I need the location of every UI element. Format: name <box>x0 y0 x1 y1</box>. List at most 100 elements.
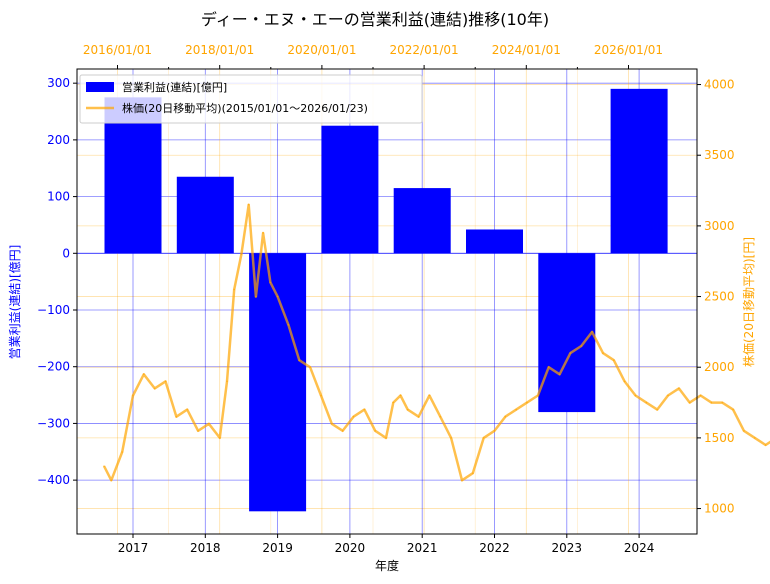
x-tick-label: 2022 <box>479 541 510 555</box>
chart-title: ディー・エヌ・エーの営業利益(連結)推移(10年) <box>201 10 549 29</box>
x-tick-label: 2018 <box>190 541 221 555</box>
left-tick-label: −400 <box>37 473 70 487</box>
left-y-axis: −400 −300 −200 −100 0 100 200 300 <box>37 76 77 487</box>
price-point <box>374 430 377 432</box>
price-point <box>352 415 355 418</box>
price-point <box>428 394 431 397</box>
bar-series <box>77 88 697 512</box>
price-point <box>208 422 210 425</box>
price-point <box>110 479 113 482</box>
price-point <box>247 203 250 206</box>
left-axis-label: 営業利益(連結)[億円] <box>8 245 22 360</box>
price-point <box>255 295 257 298</box>
price-point <box>417 415 420 418</box>
price-point <box>233 288 236 291</box>
bar-2018 <box>176 176 234 254</box>
right-axis-label: 株価(20日移動平均)[円] <box>741 237 756 367</box>
price-point <box>515 408 517 411</box>
legend-bar-swatch <box>86 82 114 92</box>
legend-bar-label: 営業利益(連結)[億円] <box>122 80 227 94</box>
price-point <box>439 415 442 418</box>
x-tick-label: 2024 <box>624 541 655 555</box>
price-point <box>175 415 178 418</box>
price-point <box>472 472 474 475</box>
price-point <box>753 437 756 439</box>
left-tick-label: 300 <box>47 76 70 90</box>
left-tick-label: −300 <box>37 416 70 430</box>
price-point <box>276 295 279 298</box>
price-point <box>688 401 691 404</box>
price-point <box>406 408 409 411</box>
price-point <box>678 387 680 390</box>
top-tick-label: 2016/01/01 <box>83 43 152 57</box>
price-point <box>482 437 485 439</box>
right-tick-label: 3000 <box>704 219 735 233</box>
legend-line-label: 株価(20日移動平均)(2015/01/01～2026/01/23) <box>122 101 368 115</box>
price-point <box>218 437 221 439</box>
price-point <box>392 401 395 404</box>
price-point <box>493 430 496 432</box>
right-tick-label: 1000 <box>704 502 735 516</box>
left-tick-label: −100 <box>37 303 70 317</box>
price-point <box>634 394 637 397</box>
bar-2024 <box>610 88 668 254</box>
price-point <box>461 479 463 482</box>
price-point <box>240 253 243 255</box>
price-point <box>547 366 550 369</box>
price-point <box>197 430 199 432</box>
left-tick-label: 200 <box>47 133 70 147</box>
price-point <box>612 359 615 361</box>
price-point <box>450 437 452 439</box>
price-point <box>143 373 145 376</box>
x-tick-label: 2019 <box>262 541 293 555</box>
price-point <box>331 422 333 425</box>
right-tick-label: 2000 <box>704 360 735 374</box>
top-tick-label: 2018/01/01 <box>185 43 254 57</box>
price-point <box>623 380 626 383</box>
price-point <box>569 352 572 354</box>
price-point <box>164 380 167 383</box>
price-point <box>121 451 123 453</box>
price-point <box>699 394 702 397</box>
right-tick-label: 2500 <box>704 290 735 304</box>
price-point <box>385 437 387 439</box>
plot-frame <box>76 68 698 535</box>
x-axis: 2017 2018 2019 2020 2021 2022 2023 2024 <box>118 534 655 555</box>
price-point <box>504 415 507 418</box>
price-point <box>558 373 561 376</box>
price-point <box>721 401 724 404</box>
top-tick-label: 2020/01/01 <box>287 43 356 57</box>
legend-box <box>79 74 423 124</box>
x-tick-label: 2020 <box>335 541 366 555</box>
x-axis-label: 年度 <box>375 558 399 573</box>
right-y-axis: 1000 1500 2000 2500 3000 3500 4000 <box>697 78 735 516</box>
price-point <box>320 394 322 397</box>
price-point <box>656 408 658 411</box>
price-point <box>132 394 134 397</box>
bar-2022 <box>466 229 523 254</box>
left-tick-label: 100 <box>47 190 70 204</box>
price-point <box>287 324 290 326</box>
price-point <box>298 359 301 361</box>
x-tick-label: 2017 <box>118 541 149 555</box>
price-point <box>591 331 593 333</box>
price-point <box>667 394 669 397</box>
price-point <box>309 366 311 369</box>
price-point <box>602 352 604 354</box>
price-point <box>399 394 402 397</box>
price-point <box>743 430 745 432</box>
left-tick-label: 0 <box>62 246 70 260</box>
price-point <box>153 387 156 390</box>
price-point <box>103 465 105 467</box>
bar-2021 <box>393 188 451 254</box>
price-point <box>732 408 734 411</box>
grid <box>77 69 697 534</box>
top-tick-label: 2022/01/01 <box>390 43 459 57</box>
price-point <box>526 401 528 404</box>
price-point <box>363 408 366 411</box>
price-point <box>262 232 264 234</box>
price-point <box>710 401 713 404</box>
top-tick-label: 2024/01/01 <box>492 43 561 57</box>
top-tick-label: 2026/01/01 <box>594 43 663 57</box>
price-point <box>186 408 189 411</box>
